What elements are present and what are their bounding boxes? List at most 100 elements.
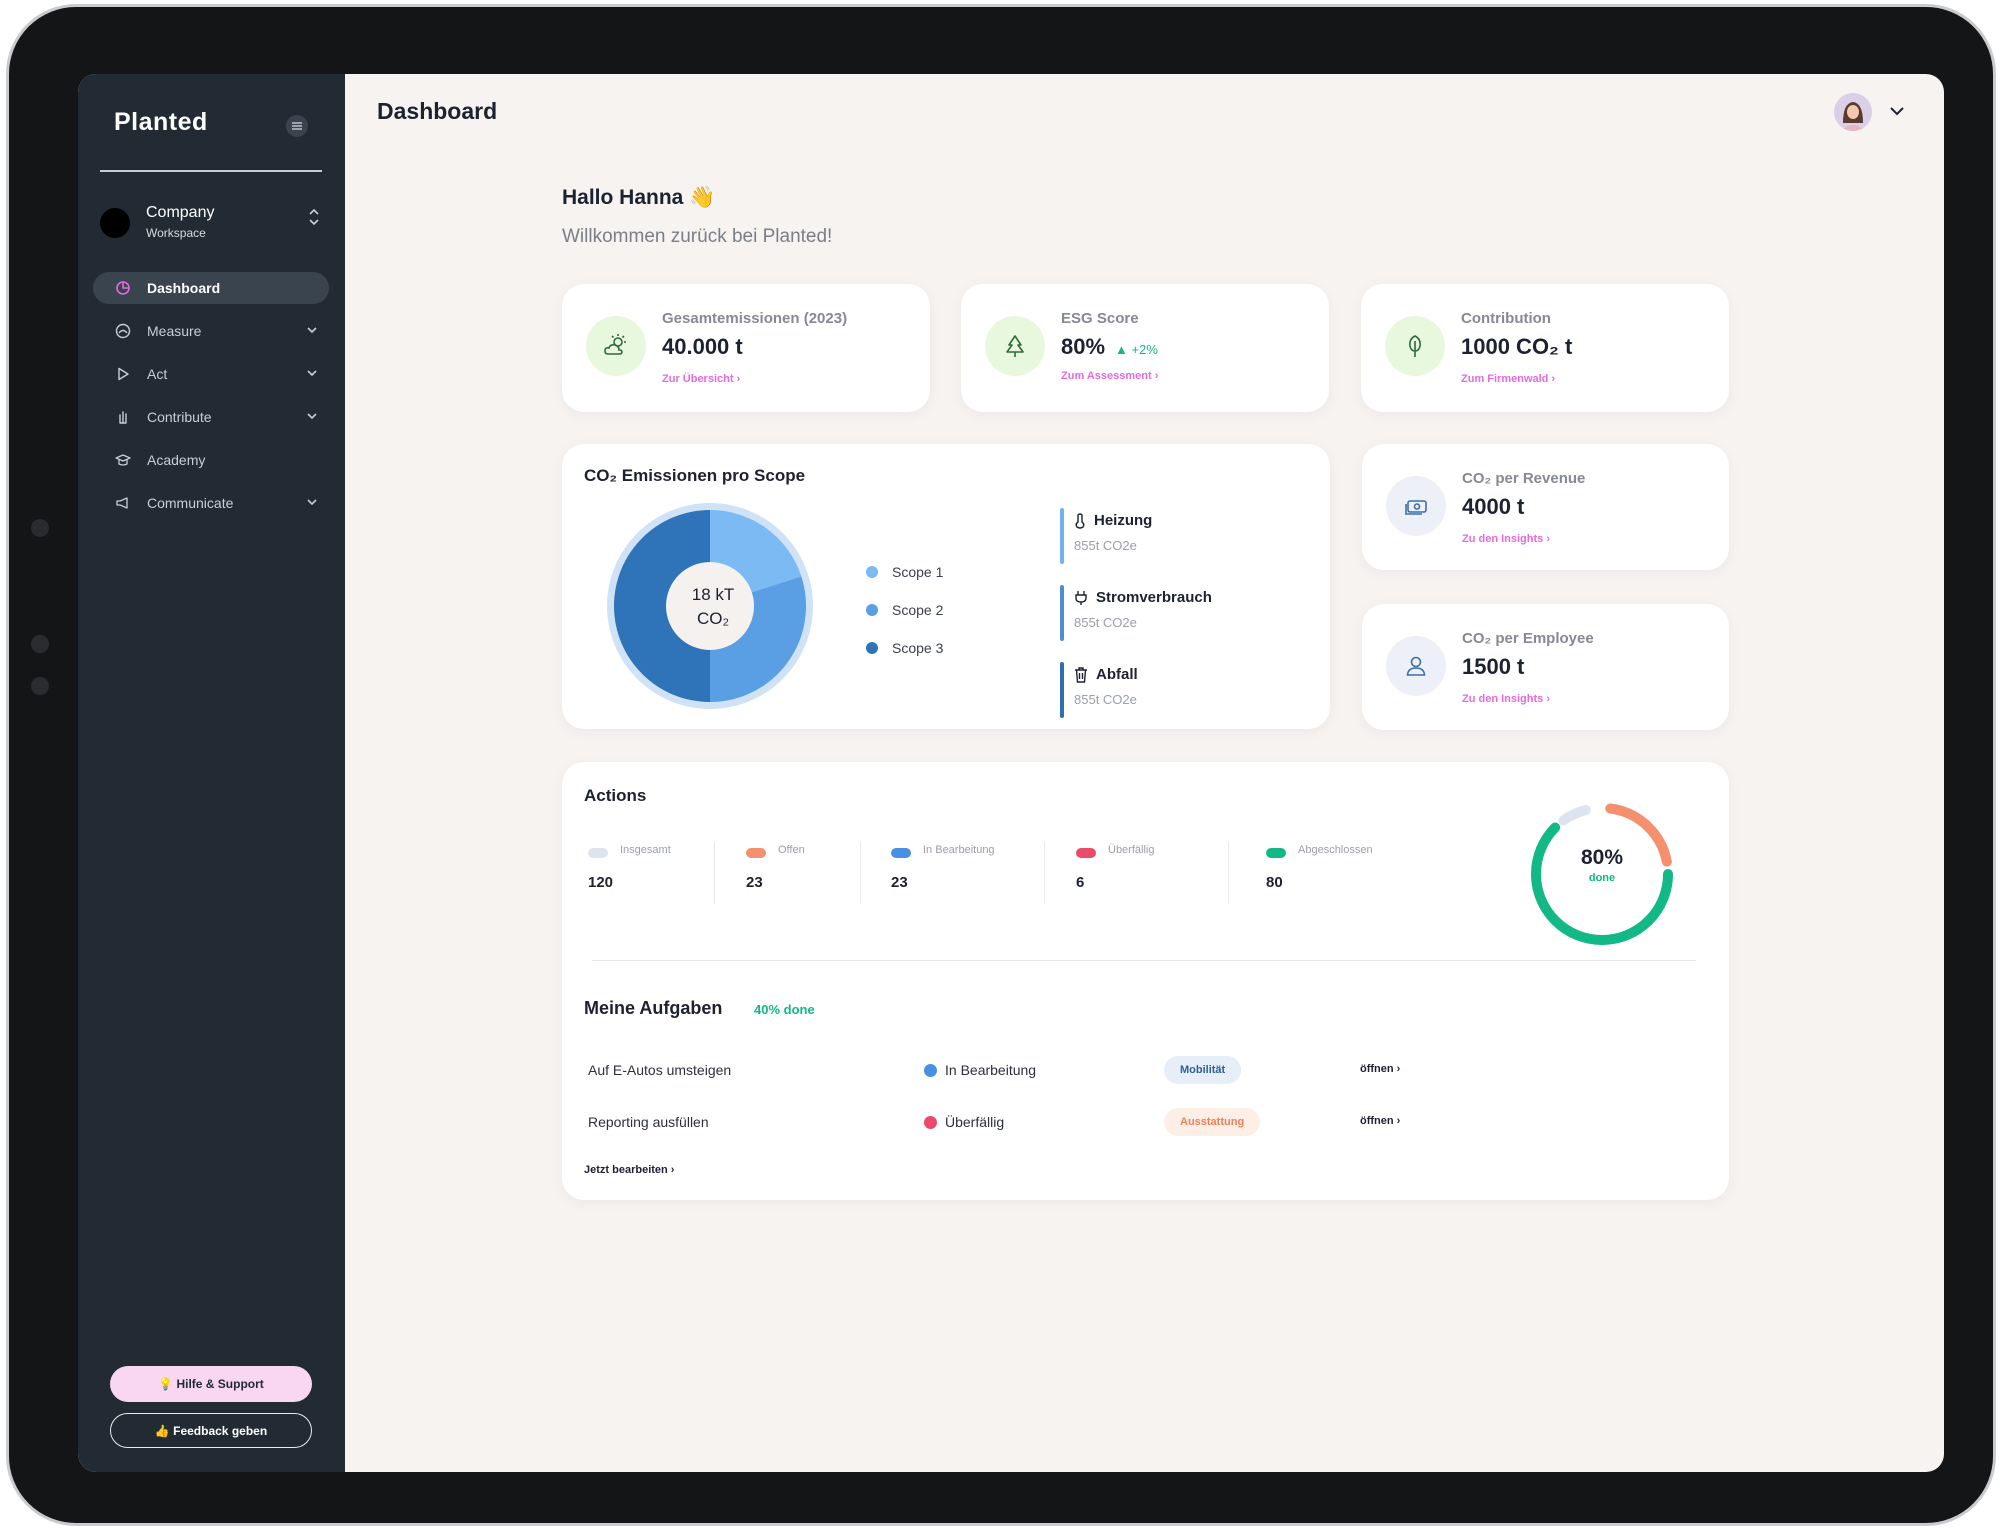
sidebar-item-contribute[interactable]: Contribute <box>93 401 329 433</box>
kpi-label: CO₂ per Revenue <box>1462 470 1586 487</box>
side-sensor <box>31 635 49 653</box>
sun-cloud-icon <box>586 316 646 376</box>
pie-chart-icon <box>115 280 131 296</box>
sidebar-item-act[interactable]: Act <box>93 358 329 390</box>
category-bar <box>1060 585 1064 641</box>
tablet-frame: Planted Company Workspace Dashboard Meas… <box>6 4 1996 1526</box>
task-tag: Ausstattung <box>1164 1108 1261 1136</box>
stat-value: 6 <box>1076 874 1085 891</box>
category-name: Heizung <box>1094 512 1153 529</box>
legend-label: Scope 3 <box>892 640 944 656</box>
legend-item-scope-2: Scope 2 <box>866 602 943 618</box>
category-stromverbrauch: Stromverbrauch 855t CO2e <box>1060 585 1212 641</box>
legend-item-scope-1: Scope 1 <box>866 564 943 580</box>
task-name: Auf E-Autos umsteigen <box>588 1062 732 1078</box>
welcome-subtitle: Willkommen zurück bei Planted! <box>562 226 833 247</box>
task-status: In Bearbeitung <box>924 1062 1036 1078</box>
kpi-label: Gesamtemissionen (2023) <box>662 310 848 327</box>
stat-pill <box>746 848 766 858</box>
task-open-link[interactable]: öffnen › <box>1360 1115 1401 1127</box>
task-status: Überfällig <box>924 1114 1004 1130</box>
trash-icon <box>1075 666 1087 683</box>
kpi-label: Contribution <box>1461 310 1551 327</box>
sidebar-divider <box>100 170 322 172</box>
kpi-label: ESG Score <box>1061 310 1139 327</box>
sidebar-item-academy[interactable]: Academy <box>93 444 329 476</box>
leaf-tree-icon <box>1385 316 1445 376</box>
category-name: Stromverbrauch <box>1096 589 1212 606</box>
chevron-down-icon <box>307 327 317 334</box>
category-value: 855t CO2e <box>1074 538 1137 553</box>
sidebar-item-label: Communicate <box>147 495 234 511</box>
progress-ring <box>1531 803 1673 945</box>
progress-done-arc <box>1531 803 1673 945</box>
category-bar <box>1060 508 1064 564</box>
task-name: Reporting ausfüllen <box>588 1114 709 1130</box>
sidebar-item-communicate[interactable]: Communicate <box>93 487 329 519</box>
status-dot <box>924 1115 937 1129</box>
user-menu-chevron-icon[interactable] <box>1888 104 1906 118</box>
sidebar-item-label: Dashboard <box>147 280 221 296</box>
kpi-link[interactable]: Zum Assessment › <box>1061 370 1159 382</box>
sidebar-item-label: Act <box>147 366 168 382</box>
status-dot <box>924 1063 937 1077</box>
stat-value: 23 <box>746 874 763 891</box>
tree-icon <box>985 316 1045 376</box>
kpi-label: CO₂ per Employee <box>1462 630 1594 647</box>
hand-icon <box>115 409 131 425</box>
user-icon <box>1386 636 1446 696</box>
category-name: Abfall <box>1096 666 1138 683</box>
graduation-icon <box>115 452 131 468</box>
megaphone-icon <box>115 495 131 511</box>
status-label: In Bearbeitung <box>945 1062 1037 1078</box>
company-name: Company <box>146 204 215 221</box>
gauge-icon <box>115 323 131 339</box>
feedback-button[interactable]: 👍 Feedback geben <box>110 1413 312 1448</box>
stat-label: In Bearbeitung <box>923 844 995 856</box>
greeting: Hallo Hanna 👋 <box>562 186 716 209</box>
thermometer-icon <box>1075 512 1085 529</box>
chevron-down-icon <box>307 370 317 377</box>
help-support-button[interactable]: 💡 Hilfe & Support <box>110 1366 312 1402</box>
user-avatar[interactable] <box>1834 93 1872 131</box>
kpi-value: 4000 t <box>1462 494 1525 519</box>
legend-dot <box>866 604 878 616</box>
kpi-link[interactable]: Zur Übersicht › <box>662 373 741 385</box>
progress-ring-label: 80% done <box>1542 846 1662 884</box>
kpi-link[interactable]: Zum Firmenwald › <box>1461 373 1556 385</box>
pie-center-unit: CO₂ <box>696 609 730 628</box>
legend-label: Scope 1 <box>892 564 944 580</box>
kpi-value: 40.000 t <box>662 334 743 359</box>
actions-divider <box>592 960 1696 961</box>
chevron-down-icon <box>307 413 317 420</box>
play-icon <box>115 366 131 382</box>
category-value: 855t CO2e <box>1074 615 1137 630</box>
stat-pill <box>588 848 608 858</box>
actions-title: Actions <box>584 786 647 805</box>
stat-value: 120 <box>588 874 614 891</box>
workspace-switcher[interactable]: Company Workspace <box>100 202 324 246</box>
pie-center-label: 18 kT CO₂ <box>668 583 758 631</box>
category-bar <box>1060 662 1064 718</box>
stat-pill <box>1266 848 1286 858</box>
sidebar-item-measure[interactable]: Measure <box>93 315 329 347</box>
kpi-delta: ▲ +2% <box>1115 342 1158 357</box>
menu-toggle-button[interactable] <box>286 115 308 137</box>
category-title: Heizung <box>1074 512 1152 529</box>
edit-tasks-link[interactable]: Jetzt bearbeiten › <box>584 1164 675 1176</box>
sidebar-item-dashboard[interactable]: Dashboard <box>93 272 329 304</box>
task-open-link[interactable]: öffnen › <box>1360 1063 1401 1075</box>
stat-label: Überfällig <box>1108 844 1155 856</box>
stat-divider <box>1228 842 1229 904</box>
side-sensor <box>31 677 49 695</box>
pie-center-value: 18 kT <box>691 585 735 604</box>
pie-center <box>666 562 754 650</box>
status-label: Überfällig <box>945 1114 1005 1130</box>
tasks-done-badge: 40% done <box>754 1002 815 1017</box>
kpi-link[interactable]: Zu den Insights › <box>1462 693 1550 705</box>
kpi-value: 1500 t <box>1462 654 1525 679</box>
kpi-link[interactable]: Zu den Insights › <box>1462 533 1550 545</box>
pie-slice-scope-3 <box>614 510 710 702</box>
kpi-card-emissions: Gesamtemissionen (2023) 40.000 t Zur Übe… <box>562 284 930 412</box>
actions-card: Actions Insgesamt 120 Offen 23 In Bearbe… <box>562 762 1729 1200</box>
